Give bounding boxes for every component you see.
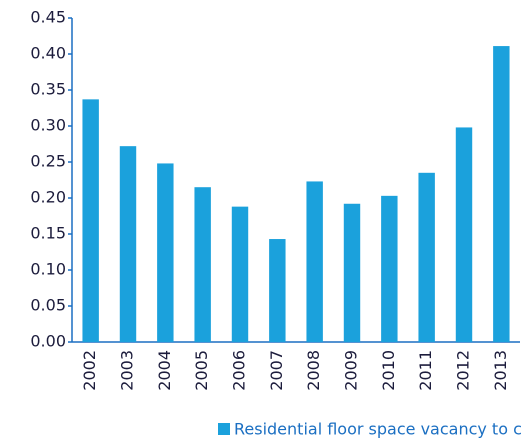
bar	[493, 46, 510, 342]
bar	[231, 206, 249, 342]
x-tick-label: 2009	[342, 350, 361, 391]
x-tick-label: 2008	[304, 350, 323, 391]
x-tick-label: 2007	[267, 350, 286, 391]
x-tick-label: 2003	[118, 350, 137, 391]
y-tick-label: 0.30	[30, 116, 66, 135]
x-tick-label: 2011	[416, 350, 435, 391]
bar	[306, 181, 323, 342]
x-tick-label: 2006	[230, 350, 249, 391]
bar	[418, 172, 435, 342]
x-tick-label: 2010	[379, 350, 398, 391]
x-tick-label: 2005	[192, 350, 211, 391]
x-tick-label: 2004	[155, 350, 174, 391]
y-tick-label: 0.25	[30, 152, 66, 171]
y-tick-label: 0.15	[30, 224, 66, 243]
bar	[381, 195, 398, 342]
bar	[269, 239, 286, 342]
x-tick-label: 2002	[80, 350, 99, 391]
bar	[455, 127, 473, 342]
y-tick-label: 0.10	[30, 260, 66, 279]
y-tick-label: 0.45	[30, 8, 66, 27]
bar	[157, 163, 174, 342]
bar	[119, 146, 137, 342]
bar	[194, 187, 211, 342]
y-tick-label: 0.20	[30, 188, 66, 207]
y-tick-label: 0.05	[30, 296, 66, 315]
legend-swatch	[218, 423, 230, 435]
y-tick-label: 0.00	[30, 332, 66, 351]
bar	[343, 203, 361, 342]
x-tick-label: 2012	[454, 350, 473, 391]
x-tick-label: 2013	[491, 350, 510, 391]
legend-label: Residential floor space vacancy to compl…	[234, 420, 522, 439]
y-tick-label: 0.35	[30, 80, 66, 99]
y-tick-label: 0.40	[30, 44, 66, 63]
bar	[82, 99, 99, 342]
